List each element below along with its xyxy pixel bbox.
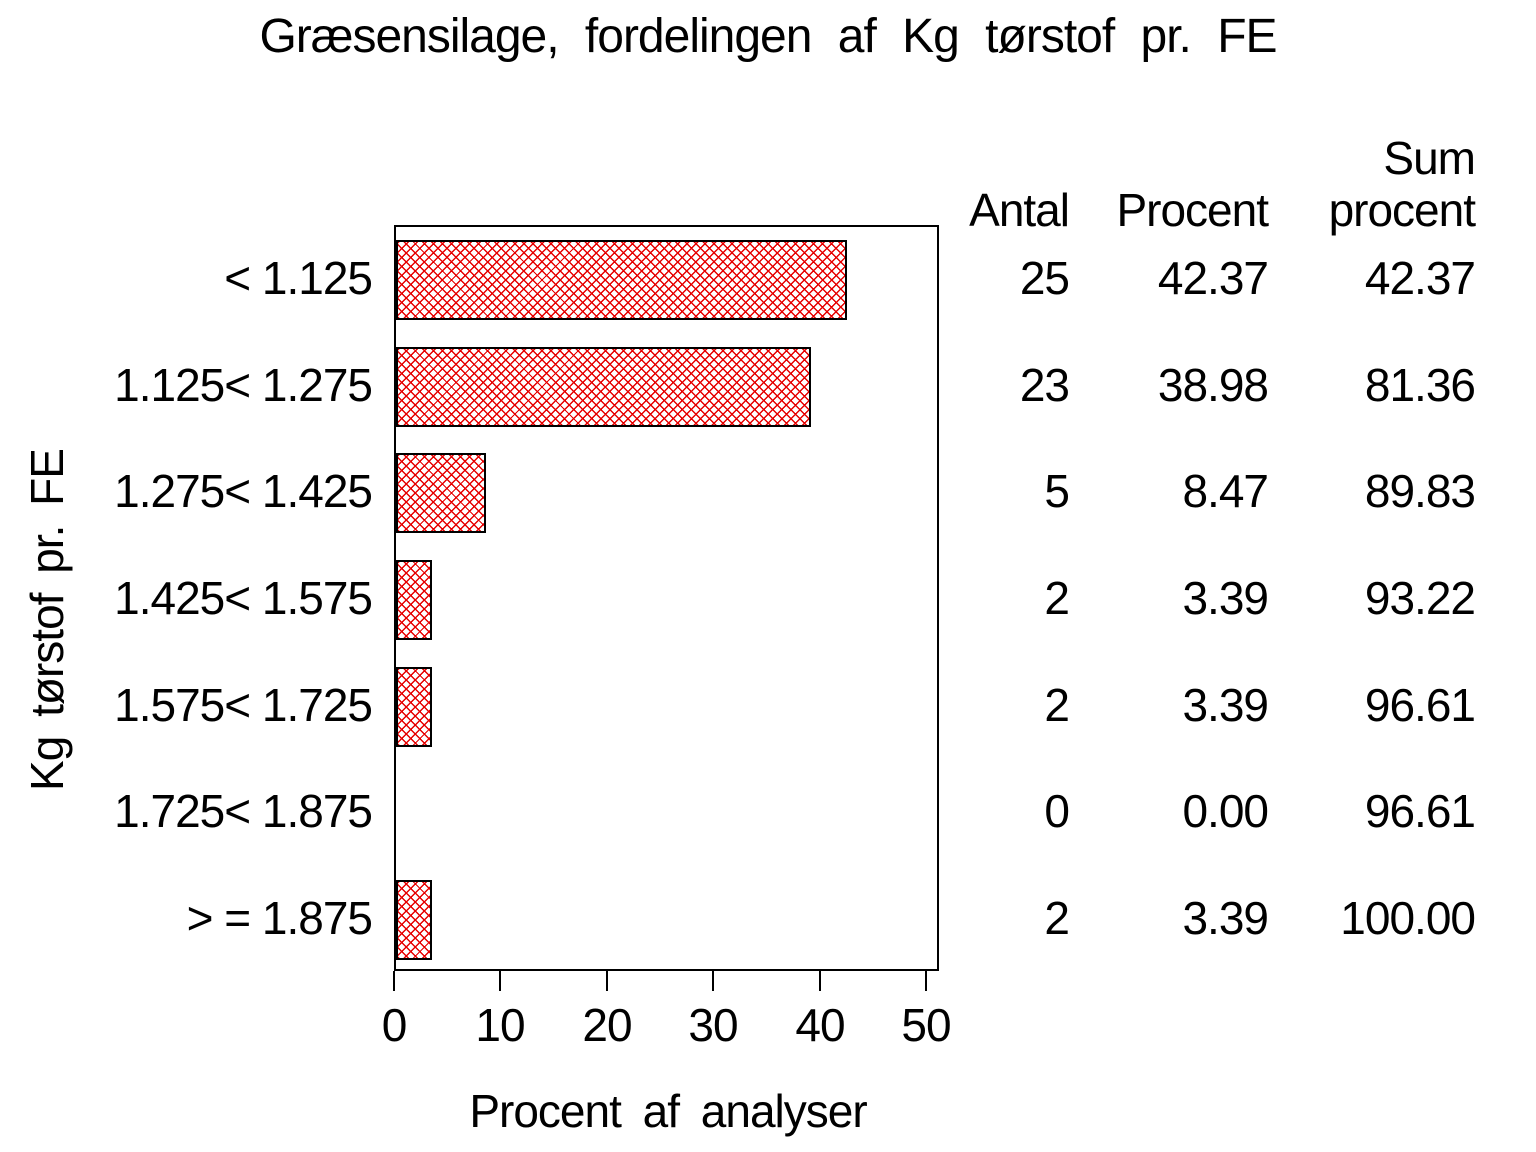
x-axis-label: Procent af analyser <box>469 1085 867 1137</box>
column-header-sum-line1: Sum <box>1383 132 1476 184</box>
procent-value: 3.39 <box>1182 572 1269 624</box>
x-tick-mark <box>925 971 927 991</box>
x-tick-label: 30 <box>688 999 738 1051</box>
bar-ge-1-875 <box>396 880 432 960</box>
sum-procent-value: 100.00 <box>1340 892 1476 944</box>
sum-procent-value: 93.22 <box>1364 572 1476 624</box>
bar-1-425-1-575 <box>396 560 432 640</box>
sum-procent-value: 96.61 <box>1364 785 1476 837</box>
category-label: 1.125< 1.275 <box>114 359 373 411</box>
x-tick-mark <box>499 971 501 991</box>
column-header-antal: Antal <box>969 184 1070 236</box>
x-tick-label: 20 <box>582 999 632 1051</box>
x-tick-label: 40 <box>795 999 845 1051</box>
antal-value: 23 <box>1019 359 1070 411</box>
x-tick-mark <box>393 971 395 991</box>
category-label: 1.725< 1.875 <box>114 785 373 837</box>
antal-value: 2 <box>1044 572 1070 624</box>
procent-value: 38.98 <box>1157 359 1269 411</box>
x-tick-mark <box>819 971 821 991</box>
sum-procent-value: 42.37 <box>1364 252 1476 304</box>
x-tick-mark <box>712 971 714 991</box>
category-label: 1.575< 1.725 <box>114 679 373 731</box>
column-header-procent: Procent <box>1116 184 1269 236</box>
category-label: > = 1.875 <box>186 892 373 944</box>
x-tick-label: 0 <box>381 999 408 1051</box>
antal-value: 5 <box>1044 465 1070 517</box>
x-tick-label: 10 <box>475 999 525 1051</box>
procent-value: 8.47 <box>1182 465 1269 517</box>
procent-value: 3.39 <box>1182 892 1269 944</box>
bar-1-125-1-275 <box>396 347 811 427</box>
category-label: < 1.125 <box>224 252 373 304</box>
procent-value: 42.37 <box>1157 252 1269 304</box>
x-tick-label: 50 <box>901 999 951 1051</box>
column-header-sum-line2: procent <box>1328 184 1476 236</box>
antal-value: 2 <box>1044 679 1070 731</box>
bar-lt-1-125 <box>396 240 847 320</box>
antal-value: 0 <box>1044 785 1070 837</box>
antal-value: 2 <box>1044 892 1070 944</box>
x-tick-mark <box>606 971 608 991</box>
plot-frame <box>394 225 939 971</box>
bar-1-275-1-425 <box>396 453 486 533</box>
procent-value: 3.39 <box>1182 679 1269 731</box>
antal-value: 25 <box>1019 252 1070 304</box>
chart-title: Græsensilage, fordelingen af Kg tørstof … <box>259 10 1277 63</box>
sum-procent-value: 89.83 <box>1364 465 1476 517</box>
procent-value: 0.00 <box>1182 785 1269 837</box>
category-label: 1.425< 1.575 <box>114 572 373 624</box>
sum-procent-value: 81.36 <box>1364 359 1476 411</box>
bar-1-575-1-725 <box>396 667 432 747</box>
category-label: 1.275< 1.425 <box>114 465 373 517</box>
sum-procent-value: 96.61 <box>1364 679 1476 731</box>
